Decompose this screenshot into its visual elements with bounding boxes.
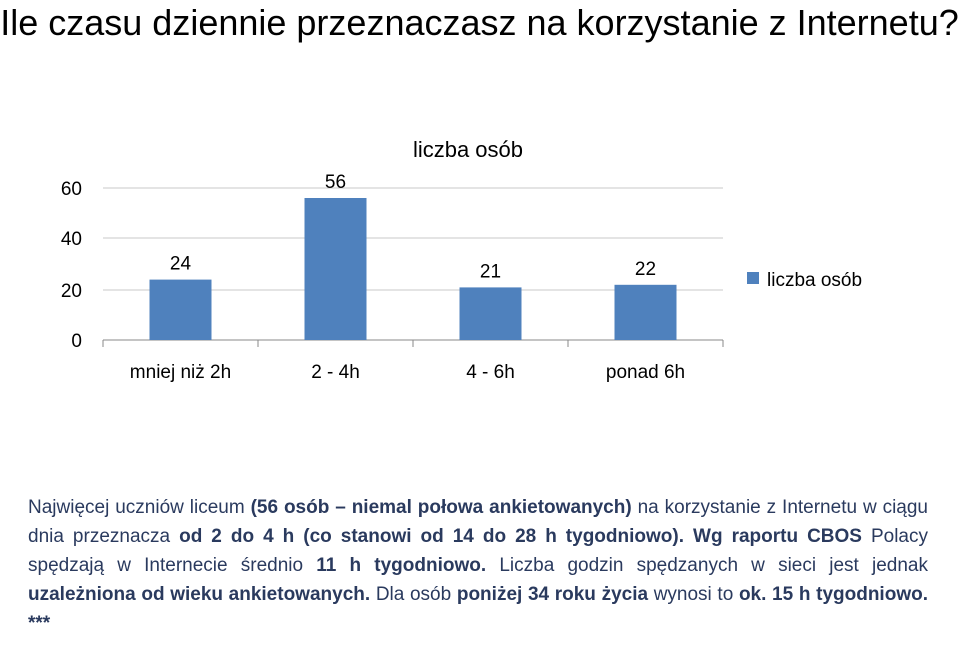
- summary-highlight: Wg raportu CBOS: [693, 526, 862, 547]
- x-tick-label: mniej niż 2h: [130, 362, 231, 383]
- chart-plot: liczba osób 0 20 40 60 24 mniej niż 2h 56 2 - 4h…: [61, 137, 862, 383]
- bar: [614, 284, 677, 340]
- x-tick-label: ponad 6h: [606, 362, 685, 383]
- chart-title: liczba osób: [413, 137, 523, 162]
- y-tick-label: 60: [61, 179, 82, 200]
- summary-highlight: uzależniona od wieku ankietowanych.: [28, 584, 371, 605]
- summary-part: Polacy spędzają w Internecie średnio: [28, 526, 928, 576]
- summary-part: [684, 526, 693, 547]
- summary-highlight: (56 osób – niemal połowa ankietowanych): [250, 497, 632, 518]
- slide-title: Ile czasu dziennie przeznaczasz na korzy…: [0, 2, 959, 43]
- summary-highlight: poniżej 34 roku życia: [456, 584, 649, 605]
- summary-text: Najwięcej uczniów liceum (56 osób – niem…: [28, 493, 928, 638]
- legend-label: liczba osób: [767, 270, 862, 291]
- summary-part: Liczba godzin spędzanych w sieci jest je…: [486, 555, 928, 576]
- x-tick-label: 2 - 4h: [311, 362, 360, 383]
- summary-highlight: 11 h tygodniowo.: [316, 555, 487, 576]
- data-label: 24: [170, 254, 192, 275]
- y-tick-label: 40: [61, 229, 82, 250]
- summary-part: wynosi to: [648, 584, 739, 605]
- data-label: 56: [325, 172, 346, 193]
- bar: [149, 279, 212, 340]
- y-tick-label: 0: [71, 331, 82, 352]
- summary-part: Dla osób: [370, 584, 457, 605]
- data-label: 22: [635, 259, 656, 280]
- summary-highlight: od 2 do 4 h (co stanowi od 14 do 28 h ty…: [179, 526, 685, 547]
- bar: [459, 287, 522, 340]
- bar: [304, 198, 367, 340]
- summary-part: na korzystanie z Internetu w ciągu dnia …: [28, 497, 928, 547]
- data-label: 21: [480, 261, 501, 282]
- bar-chart: liczba osób 0 20 40 60 24 mniej niż 2h 56 2 - 4h…: [61, 137, 862, 383]
- y-tick-label: 20: [61, 281, 82, 302]
- x-tick-label: 4 - 6h: [466, 362, 515, 383]
- legend-swatch: [747, 272, 759, 284]
- summary-highlight: ok. 15 h tygodniowo. ***: [28, 584, 928, 634]
- summary-part: Najwięcej uczniów liceum: [28, 497, 251, 518]
